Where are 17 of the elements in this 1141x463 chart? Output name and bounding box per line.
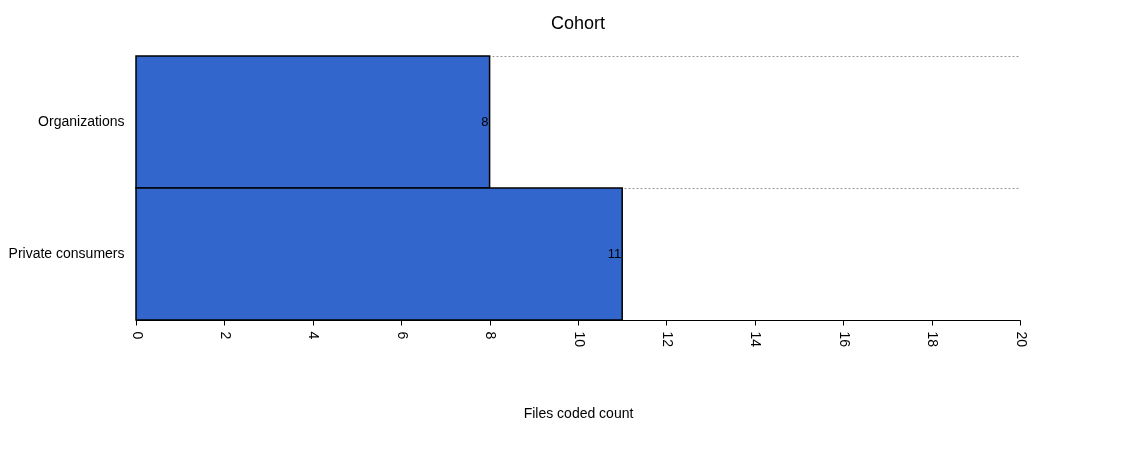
x-tick-label: 16 [836, 331, 853, 348]
y-tick-label: Private consumers [8, 245, 125, 261]
x-tick-label: 0 [129, 331, 146, 340]
x-tick-label: 14 [748, 331, 765, 348]
x-tick-label: 2 [217, 331, 234, 340]
x-tick-label: 4 [306, 331, 323, 340]
data-label: 8 [481, 114, 489, 129]
chart-title: Cohort [550, 13, 606, 34]
y-tick-label: Organizations [38, 113, 125, 129]
x-tick-label: 6 [394, 331, 411, 340]
x-tick-label: 18 [925, 331, 942, 348]
x-tick-label: 10 [571, 331, 588, 348]
x-tick-label: 20 [1013, 331, 1030, 348]
x-tick-label: 8 [483, 331, 500, 340]
x-axis-title: Files coded count [523, 405, 634, 422]
data-label: 11 [607, 246, 622, 261]
x-tick-label: 12 [659, 331, 676, 348]
